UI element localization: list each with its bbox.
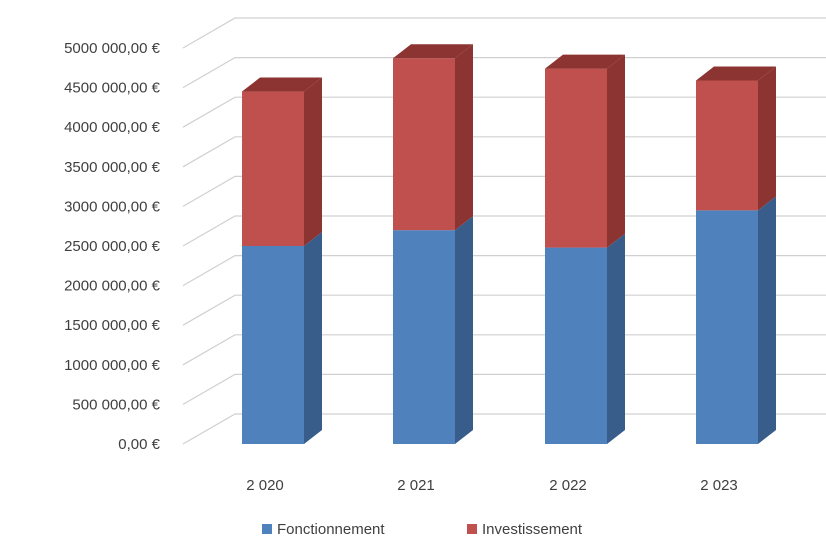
gridline <box>182 56 826 89</box>
bar-side-fonctionnement <box>455 216 473 444</box>
gridline <box>182 175 826 207</box>
gridline <box>182 334 826 366</box>
legend-label-investissement: Investissement <box>482 521 583 538</box>
bar-investissement <box>696 80 758 211</box>
bar-side-investissement <box>455 44 473 231</box>
gridline <box>182 255 826 287</box>
bar-side-investissement <box>304 77 322 246</box>
y-tick-label: 1000 000,00 € <box>64 357 161 374</box>
bar-fonctionnement <box>696 210 758 444</box>
bar-investissement <box>393 58 455 231</box>
gridline <box>182 413 826 445</box>
x-axis-tick-labels: 2 020 2 021 2 022 2 023 <box>246 477 738 494</box>
y-tick-label: 4000 000,00 € <box>64 119 161 136</box>
y-tick-label: 3000 000,00 € <box>64 198 161 215</box>
bar-side-fonctionnement <box>607 233 625 444</box>
gridline <box>182 17 826 49</box>
bar-side-investissement <box>607 54 625 248</box>
bar-top-investissement <box>545 54 625 69</box>
bar-top-investissement <box>242 77 322 92</box>
gridline <box>182 294 826 326</box>
bar-top-investissement <box>696 66 776 81</box>
gridline <box>182 373 826 405</box>
y-tick-label: 2500 000,00 € <box>64 238 161 255</box>
y-tick-label: 4500 000,00 € <box>64 80 161 97</box>
legend-label-fonctionnement: Fonctionnement <box>277 521 385 538</box>
bars <box>242 44 776 444</box>
bar-investissement <box>545 68 607 248</box>
x-tick-label: 2 021 <box>397 477 435 494</box>
bar-fonctionnement <box>242 246 304 444</box>
y-axis-tick-labels: 0,00 € 500 000,00 € 1000 000,00 € 1500 000,… <box>64 40 161 453</box>
bar-top-investissement <box>393 44 473 59</box>
y-tick-label: 500 000,00 € <box>72 396 160 413</box>
legend-swatch-fonctionnement <box>262 524 272 534</box>
gridlines <box>182 17 826 445</box>
legend-swatch-investissement <box>467 524 477 534</box>
y-tick-label: 3500 000,00 € <box>64 159 161 176</box>
bar-investissement <box>242 91 304 246</box>
bar-side-fonctionnement <box>304 232 322 444</box>
x-tick-label: 2 022 <box>549 477 587 494</box>
bar-side-investissement <box>758 66 776 211</box>
gridline <box>182 215 826 247</box>
y-tick-label: 5000 000,00 € <box>64 40 161 57</box>
bar-side-fonctionnement <box>758 196 776 444</box>
gridline <box>182 96 826 128</box>
bar-fonctionnement <box>393 230 455 444</box>
y-tick-label: 0,00 € <box>118 436 160 453</box>
y-tick-label: 1500 000,00 € <box>64 317 161 334</box>
legend: Fonctionnement Investissement <box>262 521 583 538</box>
x-tick-label: 2 023 <box>700 477 738 494</box>
gridline <box>182 136 826 168</box>
y-tick-label: 2000 000,00 € <box>64 278 161 295</box>
bar-fonctionnement <box>545 247 607 444</box>
x-tick-label: 2 020 <box>246 477 284 494</box>
